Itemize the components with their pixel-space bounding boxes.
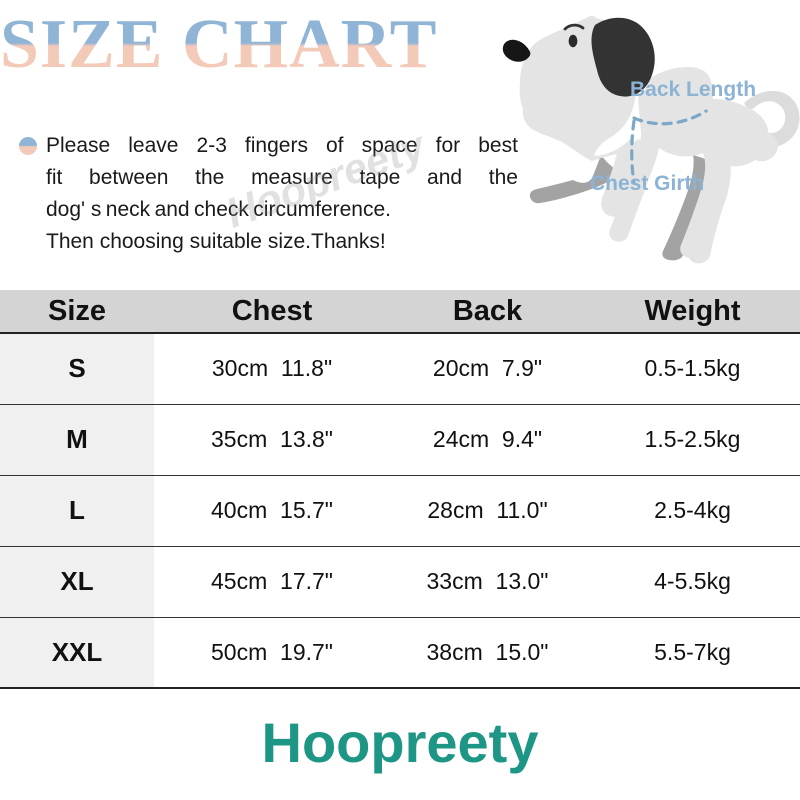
svg-text:Back Length: Back Length <box>630 78 756 101</box>
svg-text:Chest Girth: Chest Girth <box>590 172 704 195</box>
svg-text:SIZE CHART: SIZE CHART <box>0 6 437 83</box>
